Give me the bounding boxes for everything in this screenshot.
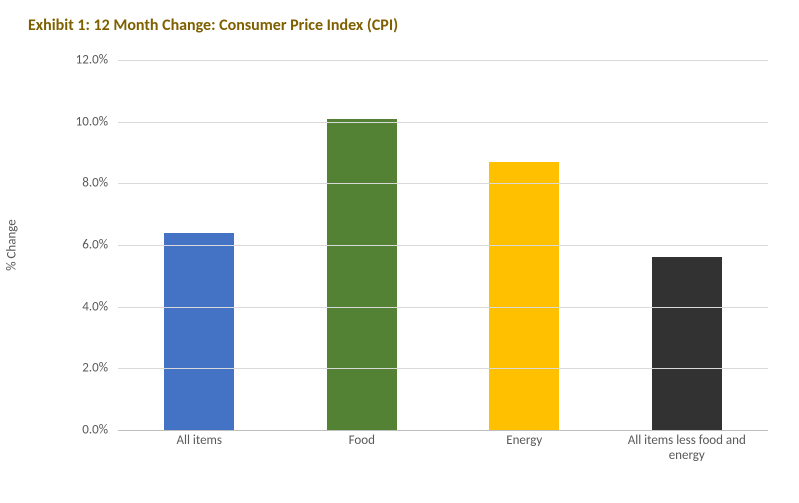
- bar: [652, 257, 722, 430]
- gridline: [118, 245, 768, 246]
- category-label: Food: [285, 434, 440, 449]
- x-axis-baseline: [118, 430, 768, 431]
- chart-title: Exhibit 1: 12 Month Change: Consumer Pri…: [28, 16, 398, 35]
- gridline: [118, 60, 768, 61]
- y-tick-label: 0.0%: [48, 423, 108, 438]
- bar: [489, 162, 559, 430]
- category-label: All items less food and energy: [610, 434, 765, 464]
- gridline: [118, 368, 768, 369]
- y-tick-label: 2.0%: [48, 361, 108, 376]
- y-tick-label: 12.0%: [48, 53, 108, 68]
- y-axis-label: % Change: [5, 219, 20, 271]
- y-tick-label: 6.0%: [48, 238, 108, 253]
- category-label: Energy: [447, 434, 602, 449]
- y-tick-label: 8.0%: [48, 176, 108, 191]
- plot-area: 0.0%2.0%4.0%6.0%8.0%10.0%12.0%All itemsF…: [118, 60, 768, 430]
- category-label: All items: [122, 434, 277, 449]
- y-tick-label: 4.0%: [48, 299, 108, 314]
- bar: [164, 233, 234, 430]
- gridline: [118, 122, 768, 123]
- y-tick-label: 10.0%: [48, 114, 108, 129]
- gridline: [118, 307, 768, 308]
- gridline: [118, 183, 768, 184]
- bar: [327, 119, 397, 430]
